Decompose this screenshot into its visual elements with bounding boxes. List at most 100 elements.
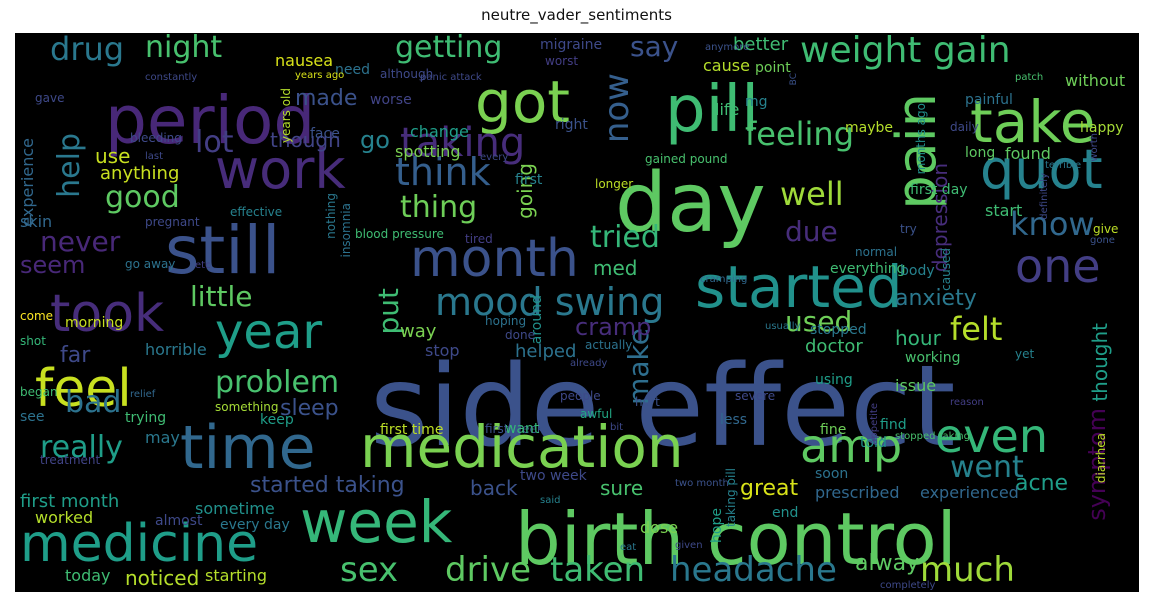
word-feel: feel [35,359,132,419]
word-months-ago: months ago [914,103,928,175]
word-sex: sex [340,550,399,590]
word-med: med [593,256,638,280]
word-drive: drive [445,550,532,590]
word-start: start [985,201,1023,220]
word-due: due [785,215,838,248]
word-hurt: hurt [635,395,660,409]
word-bleeding: bleeding [130,131,182,145]
word-trying: trying [125,410,167,426]
word-although: although [380,67,434,81]
word-headache: headache [670,550,837,590]
word-nausea: nausea [275,51,334,70]
word-use: use [95,144,131,168]
word-first: first [515,172,543,188]
word-face: face [310,126,340,142]
word-constantly: constantly [145,72,198,83]
word-say: say [630,33,679,63]
word-got: got [475,68,571,136]
word-stopped-taking: stopped taking [895,431,970,442]
word-taking: taking [400,120,526,166]
word-need: need [335,62,370,78]
word-better: better [733,34,789,55]
word-first-day: first day [910,182,968,198]
word-less: less [720,412,748,428]
word-medicine: medicine [20,514,259,574]
word-worst: worst [545,54,579,68]
word-really: really [40,430,123,465]
word-nothing: nothing [324,193,338,239]
word-way: way [400,321,437,342]
word-usually: usually [765,321,801,332]
word-gone: gone [1090,235,1115,246]
word-painful: painful [965,92,1013,108]
word-told: told [860,435,887,451]
word-may: may [145,428,180,447]
word-see: see [20,409,45,425]
word-eat: eat [620,542,637,553]
word-severe: severe [735,389,776,403]
word-cloud: side effect birth control day period pill sti… [15,33,1139,592]
word-hoping: hoping [485,314,527,328]
word-want: want [505,421,540,437]
word-back: back [470,476,518,500]
word-mood-swing: mood swing [435,280,665,324]
word-shot: shot [20,334,46,348]
word-diarrhea: diarrhea [1094,433,1108,484]
word-every: every [480,152,509,163]
word-keep: keep [260,412,294,428]
word-anxiety: anxiety [895,286,977,311]
word-sure: sure [600,476,644,500]
word-stop: stop [425,341,460,360]
word-help: help [52,133,87,198]
word-terrible: terrible [1045,160,1082,171]
word-much: much [920,550,1015,590]
word-cause: cause [703,56,750,75]
word-life: life [715,100,740,119]
word-week: week [300,488,453,556]
word-given: given [675,540,703,551]
word-think: think [395,150,491,194]
word-felt: felt [950,310,1003,348]
word-cramping: cramping [700,274,748,285]
word-panic-attack: panic attack [420,72,482,83]
word-medication: medication [360,413,684,481]
word-sometime: sometime [195,499,275,518]
word-helped: helped [515,341,577,362]
word-right: right [555,117,588,133]
word-taken: taken [550,550,646,590]
word-tried: tried [590,220,660,255]
word-worse: worse [370,92,412,108]
word-find: find [880,417,907,433]
word-insomnia: insomnia [339,203,353,258]
word-point: point [755,60,791,76]
word-appetite: appetite [869,403,880,445]
word-come: come [20,309,54,323]
word-thing: thing [400,190,478,225]
word-day: day [615,156,766,251]
word-body: body [900,263,935,279]
word-feeling: feeling [745,115,855,153]
word-two-month: two month [675,478,729,489]
word-taking-pill: taking pill [724,468,738,527]
word-done: done [505,328,535,342]
word-actually: actually [585,338,633,352]
word-end: end [772,505,799,521]
word-now: now [597,73,637,144]
word-definitely: definitely [1039,173,1050,220]
word-found: found [1005,144,1051,163]
word-first-week: first week [485,422,544,436]
word-took: took [50,284,165,344]
word-skin: skin [20,212,53,231]
word-thought: thought [1088,323,1112,402]
word-know: know [1010,205,1095,243]
word-almost: almost [155,513,203,529]
word-first-month: first month [20,491,120,512]
word-birth-control: birth control [515,497,957,581]
word-little: little [190,280,253,313]
word-patch: patch [1015,72,1044,83]
word-two-week: two week [520,468,587,484]
word-acne: acne [1015,471,1069,496]
word-go-away: go away [125,257,176,271]
word-awful: awful [580,407,613,421]
word-though: though [270,128,341,152]
